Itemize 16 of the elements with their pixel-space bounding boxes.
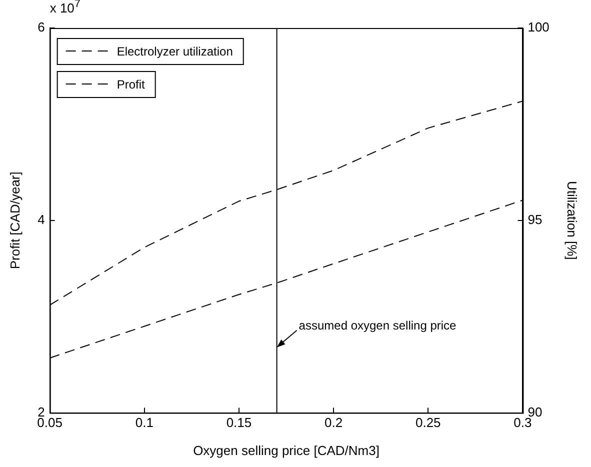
y2-tick-label: 95	[528, 212, 542, 227]
x-tick-label: 0.1	[135, 415, 154, 430]
x-tick-label: 0.2	[324, 415, 343, 430]
y-tick-label: 6	[38, 20, 45, 35]
x-tick-label: 0.25	[415, 415, 441, 430]
x-axis-title: Oxygen selling price [CAD/Nm3]	[193, 442, 380, 458]
legend-label: Electrolyzer utilization	[116, 44, 233, 58]
annotation: assumed oxygen selling price	[298, 318, 457, 333]
y2-tick-label: 100	[528, 20, 550, 35]
y-tick-label: 4	[38, 212, 45, 227]
legend-label: Profit	[116, 77, 146, 92]
x-tick-label: 0.05	[37, 415, 62, 430]
x-tick-label: 0.15	[226, 415, 252, 430]
y2-tick-label: 90	[528, 404, 542, 420]
y2-axis-title: Utilization [%]	[564, 181, 580, 260]
y-axis-title: Profit [CAD/year]	[7, 172, 22, 270]
